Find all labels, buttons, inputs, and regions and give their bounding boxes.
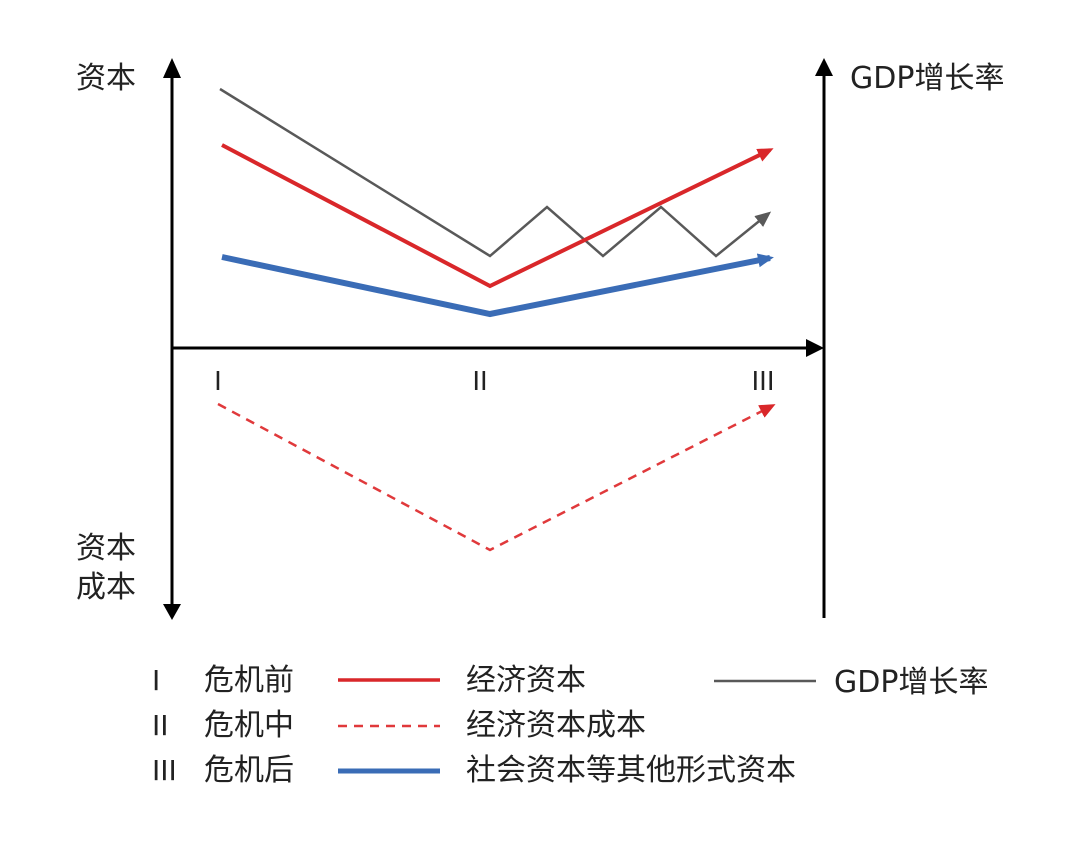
left-axis-bottom-label-line1: 资本 (76, 531, 136, 566)
legend-label-gdp-growth: GDP增长率 (834, 665, 988, 700)
right-axis-label: GDP增长率 (850, 61, 1004, 96)
legend-label-social-capital: 社会资本等其他形式资本 (466, 753, 796, 788)
up-arrow-icon (163, 58, 181, 78)
economic-capital-cost-line (217, 402, 776, 552)
right-gdp-axis (815, 58, 833, 618)
down-arrow-icon (163, 604, 181, 620)
legend-phase-roman-1: I (152, 664, 160, 697)
right-arrow-icon (806, 339, 824, 357)
legend-phase-roman-2: II (152, 709, 169, 742)
legend-phase-label-1: 危机前 (204, 663, 294, 698)
legend-phase-label-3: 危机后 (204, 753, 294, 788)
legend-phase-roman-3: III (152, 754, 177, 787)
gdp-growth-line (219, 87, 772, 258)
time-axis (172, 339, 824, 357)
social-capital-line (221, 253, 774, 318)
legend: I 危机前 II 危机中 III 危机后 经济资本 经济资本成本 社会资本等其他… (152, 663, 988, 788)
legend-label-economic-capital-cost: 经济资本成本 (466, 708, 646, 743)
legend-phase-label-2: 危机中 (204, 708, 294, 743)
left-capital-axis (163, 58, 181, 620)
economic-capital-line (221, 143, 774, 289)
phase-tick-label-1: I (214, 367, 222, 397)
legend-label-economic-capital: 经济资本 (466, 663, 586, 698)
phase-tick-label-3: III (751, 367, 774, 397)
phase-tick-label-2: II (472, 367, 487, 397)
up-arrow-icon (815, 58, 833, 76)
left-axis-top-label: 资本 (76, 61, 136, 96)
left-axis-bottom-label-line2: 成本 (76, 570, 136, 605)
